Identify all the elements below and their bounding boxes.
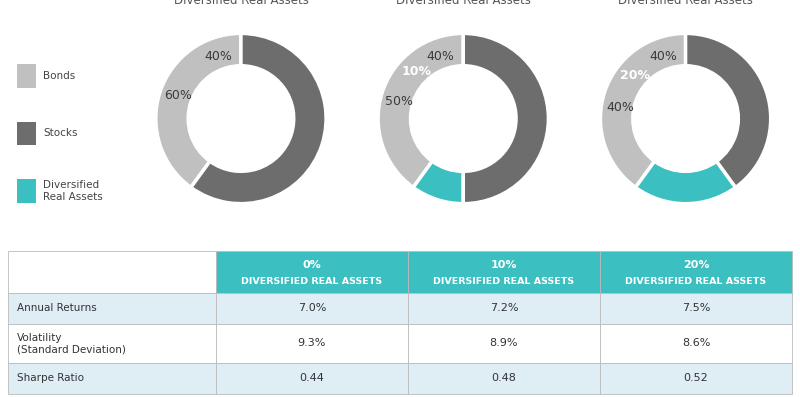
- Text: DIVERSIFIED REAL ASSETS: DIVERSIFIED REAL ASSETS: [434, 277, 574, 286]
- Text: 0.48: 0.48: [491, 374, 516, 384]
- Wedge shape: [156, 33, 241, 187]
- Text: 40%: 40%: [606, 100, 634, 114]
- FancyBboxPatch shape: [408, 363, 600, 394]
- Text: 8.6%: 8.6%: [682, 338, 710, 348]
- FancyBboxPatch shape: [8, 293, 216, 324]
- FancyBboxPatch shape: [216, 324, 408, 363]
- Text: 7.2%: 7.2%: [490, 303, 518, 313]
- Title: 20%
Diversified Real Assets: 20% Diversified Real Assets: [618, 0, 753, 7]
- Text: 0.44: 0.44: [299, 374, 324, 384]
- Wedge shape: [463, 33, 549, 204]
- FancyBboxPatch shape: [216, 293, 408, 324]
- FancyBboxPatch shape: [216, 363, 408, 394]
- Text: 0%: 0%: [302, 260, 321, 270]
- Text: 7.5%: 7.5%: [682, 303, 710, 313]
- FancyBboxPatch shape: [600, 324, 792, 363]
- FancyBboxPatch shape: [600, 363, 792, 394]
- Text: 40%: 40%: [649, 50, 677, 63]
- FancyBboxPatch shape: [600, 251, 792, 293]
- Text: Sharpe Ratio: Sharpe Ratio: [18, 374, 85, 384]
- FancyBboxPatch shape: [600, 293, 792, 324]
- Text: 9.3%: 9.3%: [298, 338, 326, 348]
- Text: 50%: 50%: [385, 95, 413, 108]
- FancyBboxPatch shape: [408, 251, 600, 293]
- Text: Annual Returns: Annual Returns: [18, 303, 97, 313]
- Text: 40%: 40%: [204, 50, 232, 63]
- FancyBboxPatch shape: [216, 251, 408, 293]
- Bar: [18, 64, 36, 88]
- FancyBboxPatch shape: [408, 324, 600, 363]
- Wedge shape: [378, 33, 463, 187]
- Text: 20%: 20%: [682, 260, 710, 270]
- Text: 60%: 60%: [165, 89, 193, 102]
- Wedge shape: [635, 161, 736, 204]
- Text: Diversified
Real Assets: Diversified Real Assets: [43, 180, 103, 202]
- Text: 7.0%: 7.0%: [298, 303, 326, 313]
- Text: 10%: 10%: [490, 260, 517, 270]
- Wedge shape: [191, 33, 326, 204]
- Text: 10%: 10%: [402, 65, 431, 78]
- Bar: [18, 179, 36, 203]
- Text: Stocks: Stocks: [43, 129, 78, 139]
- Text: Volatility
(Standard Deviation): Volatility (Standard Deviation): [18, 333, 126, 354]
- Text: 20%: 20%: [620, 69, 650, 82]
- Text: DIVERSIFIED REAL ASSETS: DIVERSIFIED REAL ASSETS: [242, 277, 382, 286]
- Bar: [18, 122, 36, 145]
- FancyBboxPatch shape: [408, 293, 600, 324]
- Text: 0.52: 0.52: [683, 374, 708, 384]
- Wedge shape: [601, 33, 686, 187]
- Text: DIVERSIFIED REAL ASSETS: DIVERSIFIED REAL ASSETS: [626, 277, 766, 286]
- Text: 8.9%: 8.9%: [490, 338, 518, 348]
- Text: 40%: 40%: [426, 50, 454, 63]
- Text: Bonds: Bonds: [43, 71, 75, 81]
- Wedge shape: [686, 33, 770, 187]
- Wedge shape: [414, 161, 463, 204]
- FancyBboxPatch shape: [8, 363, 216, 394]
- FancyBboxPatch shape: [8, 324, 216, 363]
- Title: 10%
Diversified Real Assets: 10% Diversified Real Assets: [396, 0, 530, 7]
- Title: 0%
Diversified Real Assets: 0% Diversified Real Assets: [174, 0, 308, 7]
- FancyBboxPatch shape: [8, 251, 216, 293]
